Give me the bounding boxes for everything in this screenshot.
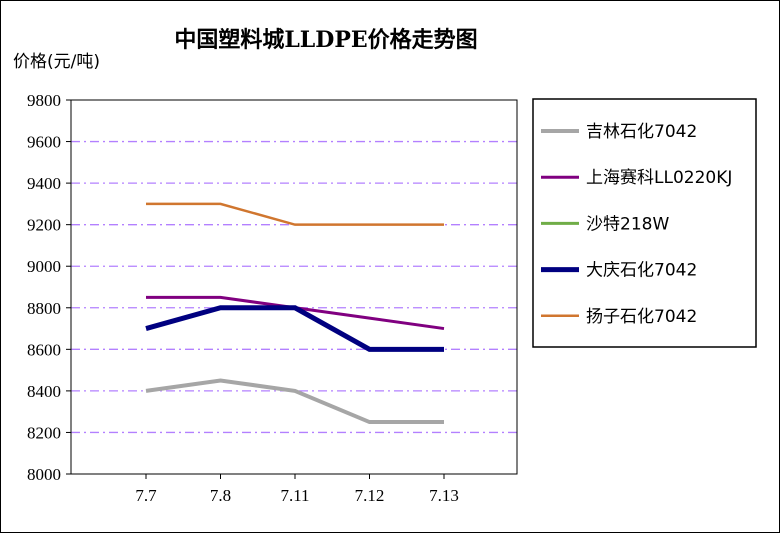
series-lines <box>145 202 445 425</box>
x-tick-label: 7.12 <box>355 486 385 505</box>
series-line <box>145 305 444 352</box>
y-tick-label: 8600 <box>27 340 61 359</box>
y-tick-label: 9200 <box>27 216 61 235</box>
series-line <box>146 202 444 226</box>
y-tick-label: 8200 <box>27 423 61 442</box>
legend-label: 扬子石化7042 <box>586 307 697 327</box>
x-axis-ticks: 7.7 7.8 7.11 7.12 7.13 <box>135 474 459 505</box>
legend-label: 大庆石化7042 <box>586 261 697 281</box>
legend-label: 吉林石化7042 <box>586 122 697 142</box>
y-axis-label: 价格(元/吨) <box>13 52 100 72</box>
legend-label: 上海赛科LL0220KJ <box>586 167 732 188</box>
legend: 吉林石化7042 上海赛科LL0220KJ 沙特218W 大庆石化7042 扬子石化70… <box>532 98 757 348</box>
y-tick-label: 9000 <box>27 257 61 276</box>
y-tick-label: 9400 <box>27 174 61 193</box>
series-line <box>145 378 444 425</box>
y-tick-label: 9600 <box>27 133 61 152</box>
legend-label: 沙特218W <box>586 214 669 234</box>
y-tick-label: 8000 <box>27 465 61 484</box>
y-tick-label: 9800 <box>27 91 61 110</box>
y-tick-label: 8400 <box>27 382 61 401</box>
x-tick-label: 7.7 <box>135 486 157 505</box>
chart-title: 中国塑料城LLDPE价格走势图 <box>174 27 477 53</box>
x-tick-label: 7.8 <box>210 486 231 505</box>
y-tick-label: 8800 <box>27 299 61 318</box>
x-tick-label: 7.13 <box>429 486 459 505</box>
plot-area <box>70 99 518 475</box>
x-tick-label: 7.11 <box>280 486 309 505</box>
y-axis-ticks: 8000 8200 8400 8600 8800 9000 9200 9400 9600 9800 <box>27 91 71 484</box>
series-line <box>146 295 445 331</box>
